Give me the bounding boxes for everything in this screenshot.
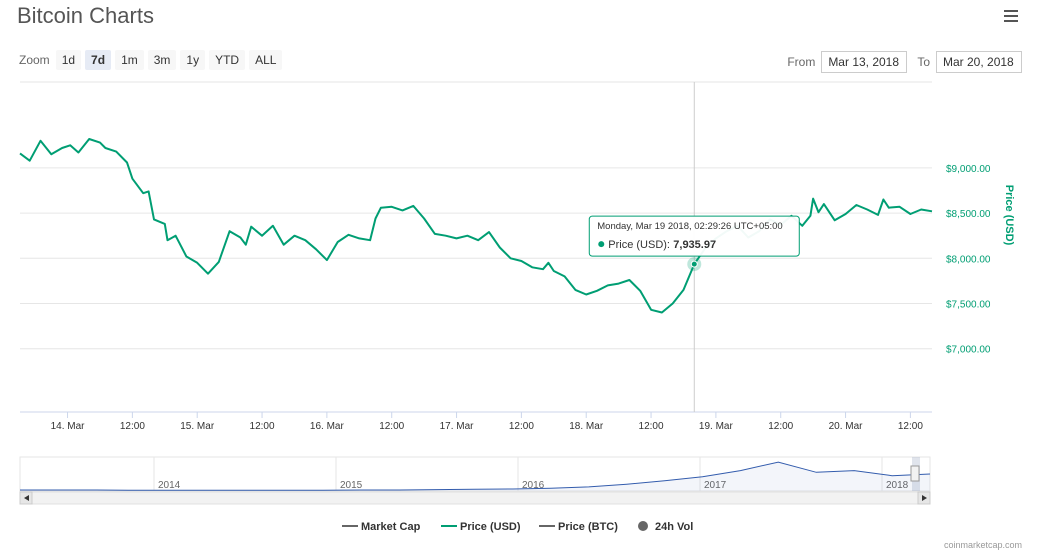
page-title: Bitcoin Charts — [17, 3, 154, 28]
scroll-left-icon — [24, 495, 29, 501]
credit-link[interactable]: coinmarketcap.com — [943, 540, 1022, 550]
navigator-line — [20, 461, 931, 491]
from-date-input[interactable] — [821, 51, 908, 73]
grid-lines — [20, 81, 932, 350]
x-tick-label: 12:00 — [639, 421, 664, 432]
x-tick-label: 12:00 — [768, 421, 793, 432]
legend: Market Cap Price (USD) Price (BTC) 24h Vol — [342, 521, 693, 533]
y-axis-title: Price (USD) — [1003, 185, 1015, 246]
zoom-1m-button[interactable]: 1m — [115, 50, 144, 70]
menu-bar — [1004, 15, 1018, 17]
x-tick-label: 14. Mar — [51, 421, 86, 432]
tooltip-date: Monday, Mar 19 2018, 02:29:26 UTC+05:00 — [597, 221, 782, 232]
zoom-7d-button[interactable]: 7d — [85, 50, 112, 70]
scroll-right-icon — [922, 495, 927, 501]
y-tick-label: $8,500.00 — [946, 209, 991, 220]
x-tick-label: 12:00 — [898, 421, 923, 432]
from-label: From — [787, 55, 816, 69]
y-tick-label: $7,500.00 — [946, 300, 991, 311]
x-tick-label: 17. Mar — [440, 421, 475, 432]
navigator-tick-label: 2016 — [522, 480, 545, 491]
zoom-label: Zoom — [19, 53, 50, 67]
navigator-tick-label: 2015 — [340, 480, 363, 491]
legend-label: Price (USD) — [460, 521, 521, 533]
y-tick-label: $7,000.00 — [946, 345, 991, 356]
navigator-handle — [910, 465, 920, 482]
y-axis: $7,000.00 $7,500.00 $8,000.00 $8,500.00 $9,0… — [946, 164, 991, 356]
tooltip-value: 7,935.97 — [673, 239, 716, 251]
menu-bar — [1004, 10, 1018, 12]
navigator[interactable]: 2014 2015 2016 2017 2018 — [19, 456, 931, 505]
scrollbar-track — [19, 491, 931, 505]
zoom-all-button[interactable]: ALL — [249, 50, 283, 70]
to-date-input[interactable] — [936, 51, 1022, 73]
legend-label: Market Cap — [361, 521, 421, 533]
legend-label: Price (BTC) — [558, 521, 618, 533]
navigator-tick-label: 2014 — [158, 480, 181, 491]
legend-marker — [638, 521, 648, 531]
date-range: From To — [777, 51, 1022, 73]
zoom-bar: Zoom 1d 7d 1m 3m 1y YTD ALL — [19, 50, 286, 70]
navigator-tick-label: 2017 — [704, 480, 727, 491]
x-tick-label: 12:00 — [120, 421, 145, 432]
navigator-tick-label: 2018 — [886, 480, 909, 491]
x-tick-label: 18. Mar — [569, 421, 604, 432]
zoom-3m-button[interactable]: 3m — [147, 50, 177, 70]
y-tick-label: $8,000.00 — [946, 254, 991, 265]
hamburger-menu-icon[interactable] — [1004, 10, 1018, 22]
to-label: To — [917, 55, 930, 69]
x-tick-label: 15. Mar — [180, 421, 215, 432]
tooltip-series-name: Price (USD): — [608, 239, 670, 251]
tooltip-series-dot — [598, 241, 605, 248]
x-tick-label: 12:00 — [250, 421, 275, 432]
y-tick-label: $9,000.00 — [946, 164, 991, 175]
menu-bar — [1004, 20, 1018, 22]
zoom-1y-button[interactable]: 1y — [180, 50, 206, 70]
x-tick-label: 12:00 — [509, 421, 534, 432]
navigator-frame — [19, 456, 931, 492]
navigator-area — [20, 462, 930, 491]
tooltip: Monday, Mar 19 2018, 02:29:26 UTC+05:00 … — [588, 215, 800, 257]
x-tick-label: 20. Mar — [829, 421, 864, 432]
tooltip-box — [588, 215, 800, 257]
x-axis: 14. Mar 12:00 15. Mar 12:00 16. Mar 12:00 17. … — [20, 411, 932, 432]
hover-point — [690, 260, 698, 268]
zoom-ytd-button[interactable]: YTD — [209, 50, 246, 70]
legend-label: 24h Vol — [655, 521, 693, 533]
x-tick-label: 12:00 — [379, 421, 404, 432]
x-tick-label: 19. Mar — [699, 421, 734, 432]
zoom-1d-button[interactable]: 1d — [55, 50, 82, 70]
x-tick-label: 16. Mar — [310, 421, 345, 432]
